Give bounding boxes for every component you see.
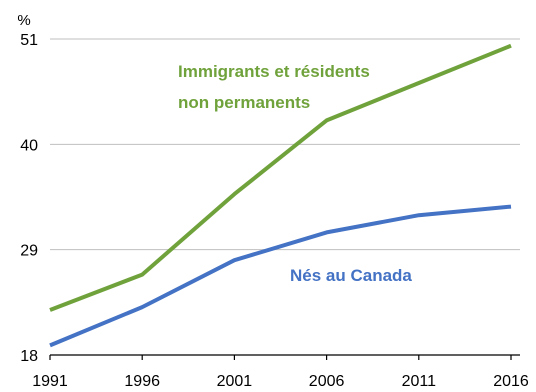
series (49, 43, 512, 348)
y-tick-label: 51 (20, 32, 38, 49)
y-tick-label: 40 (20, 137, 38, 154)
x-tick-label: 1996 (124, 373, 160, 390)
labels: Immigrants et résidents non permanents Nés… (178, 62, 412, 285)
x-tick-label: 2001 (217, 373, 253, 390)
y-unit-label: % (17, 12, 30, 29)
series-label: non permanents (178, 93, 310, 112)
grid (50, 38, 520, 251)
y-tick-label: 18 (20, 348, 38, 365)
x-tick-label: 2011 (402, 373, 437, 390)
axes: 18 29 40 51% 1991 1996 2001 2006 2011 2016 (17, 12, 529, 390)
x-tick-label: 2016 (493, 373, 529, 390)
series-label: Immigrants et résidents (178, 62, 370, 81)
series-line-0 (49, 43, 512, 312)
x-tick-label: 2006 (309, 373, 345, 390)
series-label: Nés au Canada (290, 266, 412, 285)
x-tick-label: 1991 (32, 373, 68, 390)
series-line-1 (49, 204, 512, 348)
y-tick-label: 29 (20, 243, 38, 260)
